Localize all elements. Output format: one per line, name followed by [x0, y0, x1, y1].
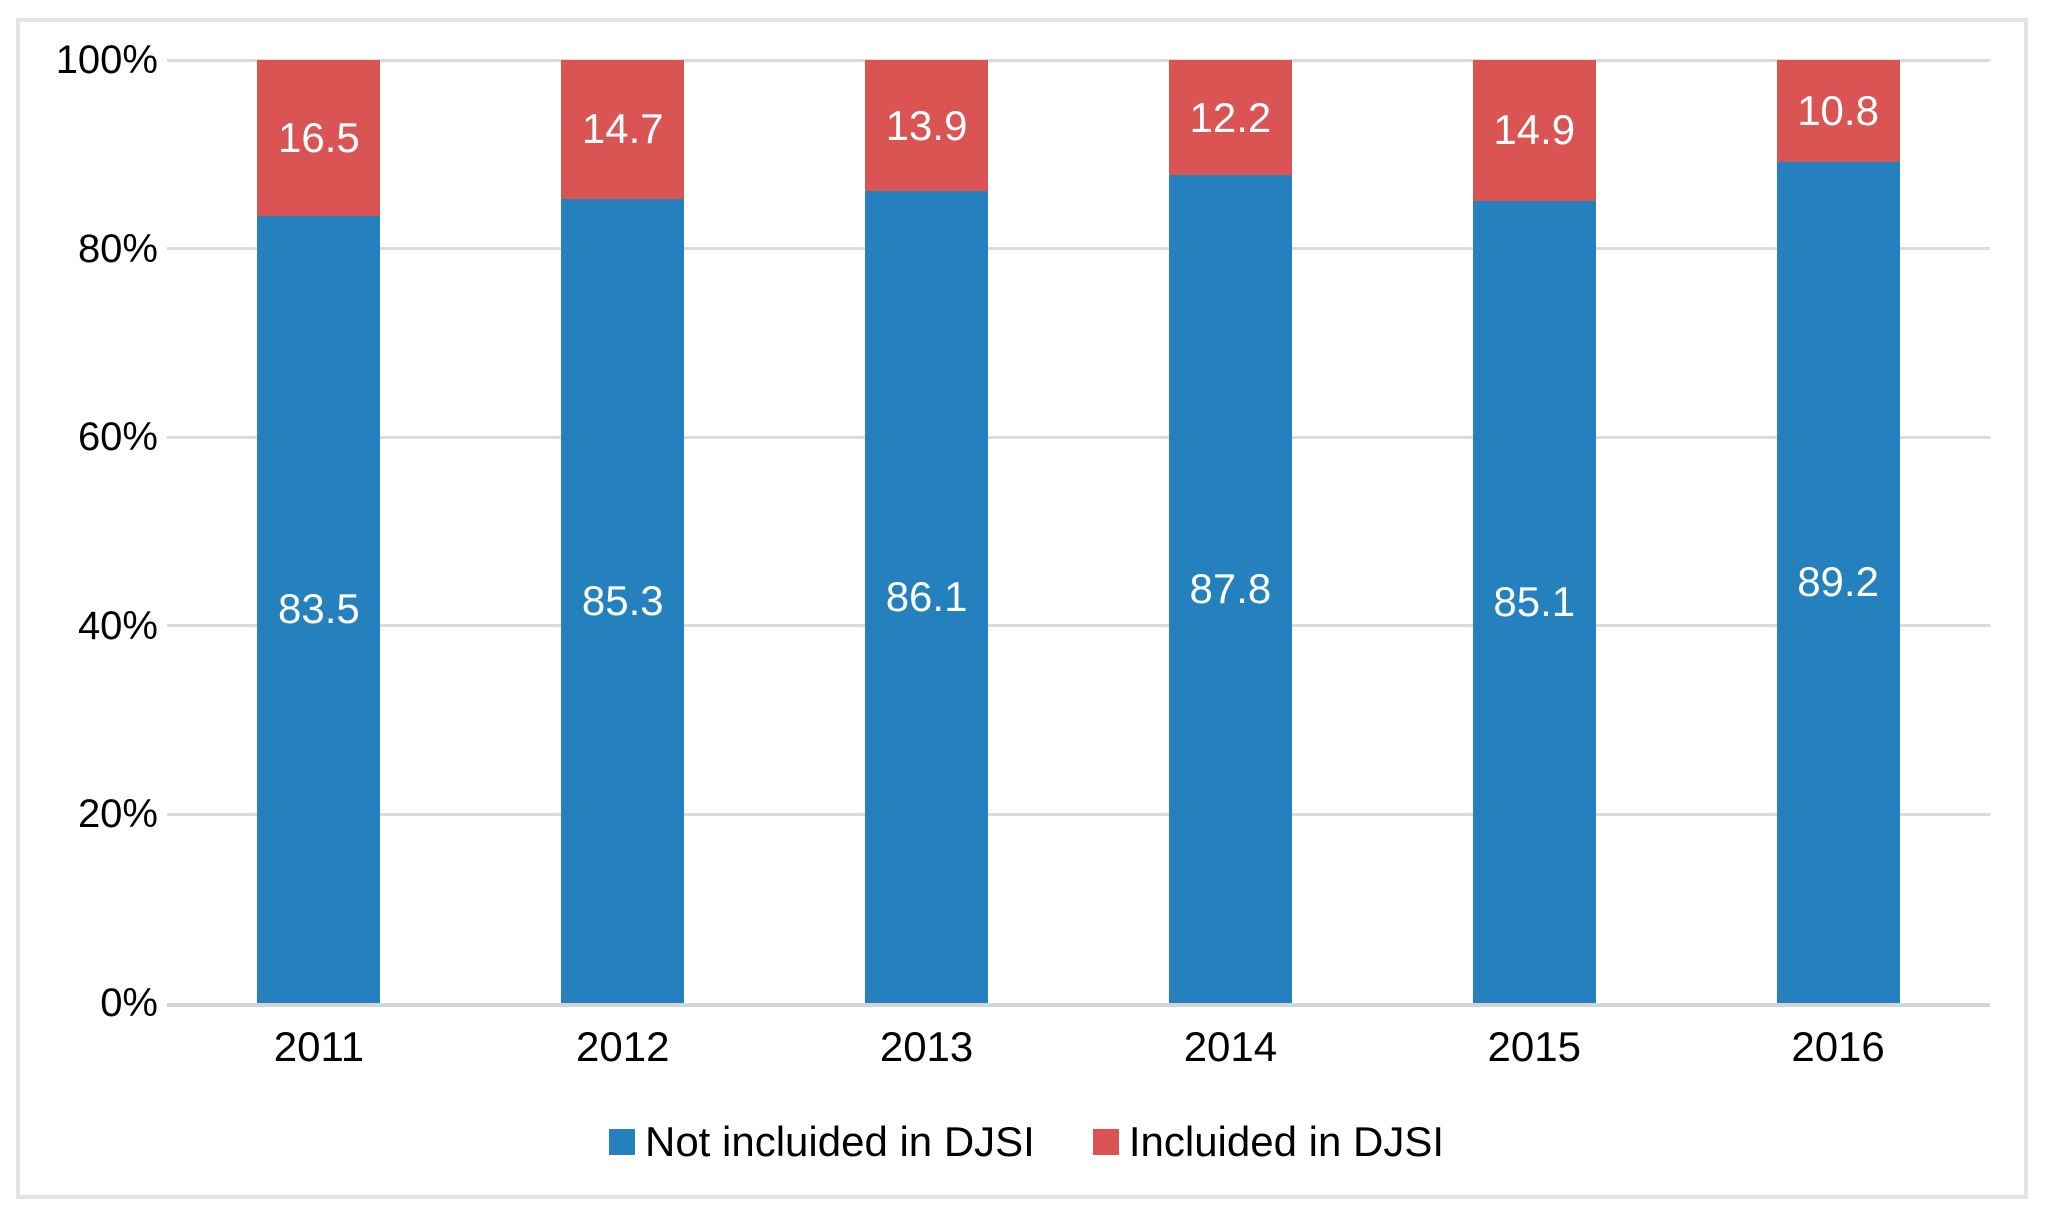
- bar-segment-not-included-2013: 86.1: [865, 191, 989, 1003]
- y-tick-label: 100%: [55, 38, 158, 82]
- y-tick-label: 80%: [77, 226, 158, 271]
- legend-item-not-included: Not incluided in DJSI: [608, 1118, 1035, 1165]
- bar-slot-2016: 10.8 89.2: [1686, 60, 1990, 1003]
- stacked-bar-2016: 10.8 89.2: [1776, 60, 1900, 1003]
- bar-segment-not-included-2014: 87.8: [1168, 175, 1292, 1003]
- gridlines: [167, 58, 1990, 1007]
- legend: Not incluided in DJSI Incluided in DJSI: [0, 1112, 2053, 1172]
- y-tick-label: 60%: [77, 415, 158, 460]
- data-label: 87.8: [1189, 565, 1272, 612]
- x-tick-label: 2011: [273, 1023, 365, 1070]
- bar-segment-included-2011: 16.5: [257, 60, 381, 216]
- data-label: 14.7: [581, 105, 664, 153]
- gridline: [167, 247, 1990, 251]
- data-label: 83.5: [278, 585, 360, 633]
- y-tick-label: 20%: [77, 792, 158, 837]
- data-label: 85.1: [1493, 577, 1576, 625]
- bar-slot-2015: 14.9 85.1: [1382, 60, 1686, 1003]
- data-label: 85.3: [581, 576, 664, 624]
- x-tick-label: 2013: [879, 1023, 974, 1070]
- data-label: 10.8: [1797, 86, 1879, 134]
- data-label: 14.9: [1493, 106, 1576, 154]
- y-tick-label: 0%: [100, 981, 158, 1025]
- y-tick-label: 40%: [77, 603, 158, 648]
- bar-segment-not-included-2012: 85.3: [561, 198, 685, 1003]
- gridline: [167, 435, 1990, 439]
- gridline: [167, 624, 1990, 628]
- legend-label: Not incluided in DJSI: [644, 1118, 1035, 1165]
- data-label: 16.5: [278, 113, 360, 161]
- bar-segment-not-included-2016: 89.2: [1776, 161, 1900, 1003]
- bar-segment-not-included-2015: 85.1: [1472, 200, 1596, 1003]
- x-tick-label: 2015: [1487, 1023, 1581, 1070]
- x-tick-label: 2012: [576, 1023, 670, 1070]
- legend-item-included: Incluided in DJSI: [1092, 1118, 1445, 1165]
- bar-slot-2014: 12.2 87.8: [1079, 60, 1383, 1003]
- bar-segment-included-2013: 13.9: [865, 60, 989, 192]
- stacked-bar-2015: 14.9 85.1: [1472, 60, 1596, 1003]
- gridline: [167, 58, 1990, 62]
- x-axis-line: [167, 1003, 1990, 1007]
- legend-label: Incluided in DJSI: [1128, 1118, 1445, 1165]
- bar-segment-included-2012: 14.7: [561, 60, 685, 199]
- stacked-bar-2013: 13.9 86.1: [865, 60, 989, 1003]
- plot-area: 16.5 83.5 14.7 85.3 13.9 86.1 12.2 87.8 14.9 85.1…: [167, 60, 1990, 1003]
- data-label: 89.2: [1797, 558, 1879, 606]
- data-label: 13.9: [885, 101, 968, 149]
- y-axis-tick-labels: 0% 20% 40% 60% 80% 100%: [20, 38, 158, 1025]
- bar-segment-not-included-2011: 83.5: [257, 215, 381, 1003]
- data-label: 12.2: [1189, 93, 1272, 141]
- stacked-bar-2012: 14.7 85.3: [561, 60, 685, 1003]
- legend-swatch-icon: [1092, 1129, 1119, 1155]
- chart-border-frame: [16, 18, 2028, 1199]
- bar-slot-2011: 16.5 83.5: [167, 60, 471, 1003]
- stacked-bar-2011: 16.5 83.5: [257, 60, 381, 1003]
- bar-slot-2012: 14.7 85.3: [471, 60, 775, 1003]
- bar-slot-2013: 13.9 86.1: [775, 60, 1079, 1003]
- x-tick-label: 2016: [1791, 1023, 1885, 1070]
- gridline: [167, 812, 1990, 816]
- data-label: 86.1: [885, 573, 968, 621]
- bar-segment-included-2014: 12.2: [1168, 60, 1292, 176]
- bar-segment-included-2016: 10.8: [1776, 60, 1900, 162]
- legend-swatch-icon: [608, 1129, 635, 1155]
- x-axis-category-labels: 2011 2012 2013 2014 2015 2016: [167, 1024, 1990, 1076]
- bar-segment-included-2015: 14.9: [1472, 60, 1596, 201]
- x-tick-label: 2014: [1183, 1023, 1278, 1070]
- stacked-bar-2014: 12.2 87.8: [1168, 60, 1292, 1003]
